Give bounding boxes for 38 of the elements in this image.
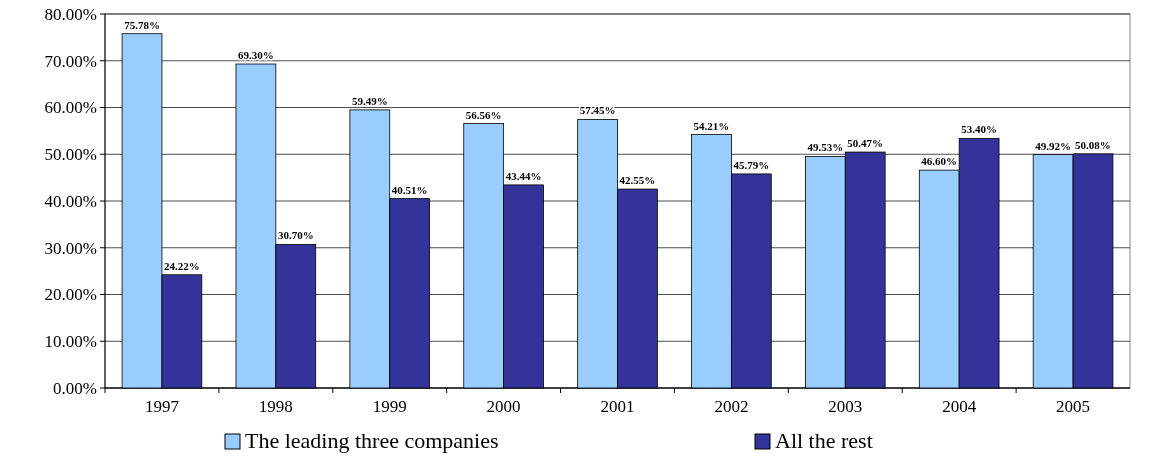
y-tick-label: 50.00% — [44, 145, 97, 165]
x-tick-label: 2003 — [828, 397, 863, 416]
x-tick-label: 2000 — [486, 397, 521, 416]
y-tick-label: 30.00% — [44, 238, 97, 258]
x-tick-label: 1998 — [258, 397, 293, 416]
y-tick-label: 10.00% — [44, 332, 97, 352]
data-label: 69.30% — [238, 49, 274, 62]
data-label: 50.08% — [1075, 138, 1111, 151]
y-tick-label: 60.00% — [44, 98, 97, 118]
data-label: 43.44% — [505, 169, 542, 182]
x-tick-label: 1999 — [372, 397, 407, 416]
y-tick-label: 70.00% — [44, 51, 97, 71]
legend-label: The leading three companies — [245, 428, 499, 453]
data-label: 49.53% — [807, 141, 844, 154]
data-label: 59.49% — [351, 94, 388, 107]
data-label: 45.79% — [733, 158, 770, 171]
x-tick-label: 2004 — [942, 397, 977, 416]
data-label: 53.40% — [961, 123, 997, 136]
x-tick-label: 2005 — [1056, 397, 1091, 416]
y-tick-label: 40.00% — [44, 191, 97, 211]
x-tick-label: 2002 — [714, 397, 749, 416]
data-label: 49.92% — [1035, 139, 1071, 152]
legend-label: All the rest — [775, 428, 873, 453]
y-tick-label: 80.00% — [44, 4, 97, 24]
data-label: 42.55% — [619, 174, 656, 187]
data-label: 46.60% — [921, 155, 958, 168]
data-label: 40.51% — [391, 183, 428, 196]
data-label: 30.70% — [277, 229, 314, 242]
data-label: 24.22% — [164, 259, 200, 272]
x-tick-label: 2001 — [600, 397, 635, 416]
y-tick-label: 0.00% — [53, 378, 97, 398]
data-label: 57.45% — [579, 104, 616, 117]
data-label: 75.78% — [124, 18, 160, 31]
data-label: 56.56% — [465, 108, 502, 121]
y-tick-label: 20.00% — [44, 285, 97, 305]
data-label: 54.21% — [693, 119, 730, 132]
data-label: 50.47% — [847, 137, 884, 150]
x-tick-label: 1997 — [144, 397, 180, 416]
